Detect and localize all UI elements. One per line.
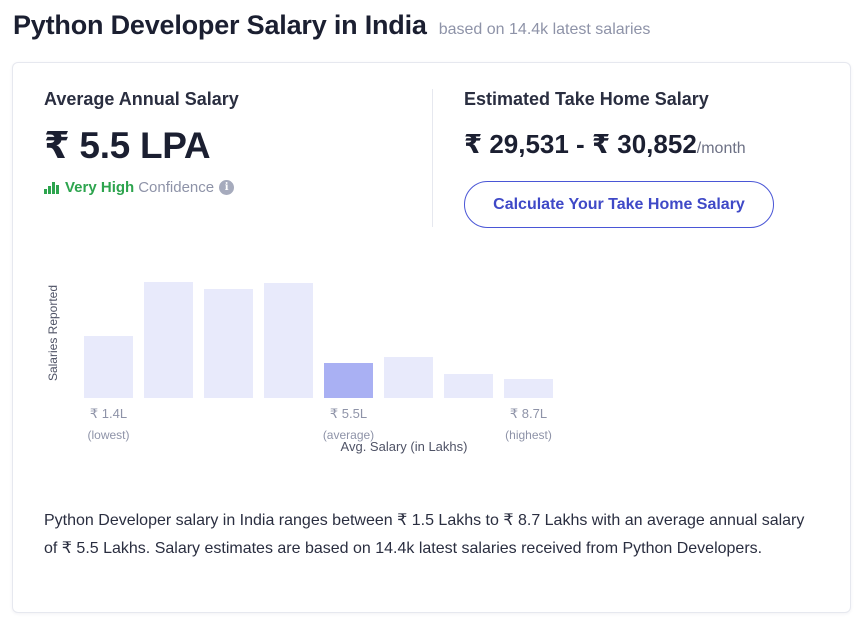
x-axis-label: Avg. Salary (in Lakhs) bbox=[341, 439, 468, 454]
page-title: Python Developer Salary in India bbox=[13, 10, 427, 40]
y-axis-label: Salaries Reported bbox=[46, 285, 60, 381]
info-icon[interactable]: i bbox=[219, 180, 235, 195]
salary-histogram: ₹ 1.4L (lowest) ₹ 5.5L (average) ₹ 8.7L (high… bbox=[46, 282, 553, 454]
bar-1 bbox=[144, 282, 193, 398]
column-divider bbox=[432, 89, 433, 227]
bar-0 bbox=[84, 336, 133, 398]
tick-value-0: ₹ 1.4L bbox=[90, 406, 127, 421]
calculate-take-home-button[interactable]: Calculate Your Take Home Salary bbox=[464, 181, 774, 228]
confidence-label: Confidence bbox=[138, 179, 215, 196]
salary-description: Python Developer salary in India ranges … bbox=[44, 512, 805, 557]
average-salary-value: ₹ 5.5 LPA bbox=[44, 125, 211, 166]
take-home-value: ₹ 29,531 - ₹ 30,852/month bbox=[464, 129, 844, 160]
salary-distribution-chart: ₹ 1.4L (lowest) ₹ 5.5L (average) ₹ 8.7L (high… bbox=[41, 259, 581, 469]
confidence-level: Very High bbox=[65, 179, 135, 196]
take-home-heading: Estimated Take Home Salary bbox=[464, 89, 709, 109]
take-home-section: Estimated Take Home Salary ₹ 29,531 - ₹ … bbox=[464, 89, 844, 228]
take-home-range: ₹ 29,531 - ₹ 30,852 bbox=[464, 129, 697, 159]
tick-note-2: (highest) bbox=[505, 428, 552, 442]
signal-bars-icon bbox=[44, 181, 60, 194]
tick-note-0: (lowest) bbox=[87, 428, 129, 442]
bar-2 bbox=[204, 289, 253, 398]
confidence-indicator: Very High Confidence i bbox=[44, 179, 404, 196]
take-home-unit: /month bbox=[696, 140, 746, 157]
tick-value-1: ₹ 5.5L bbox=[330, 406, 367, 421]
tick-value-2: ₹ 8.7L bbox=[510, 406, 547, 421]
bar-6 bbox=[444, 374, 493, 398]
bar-7 bbox=[504, 379, 553, 398]
bar-average bbox=[324, 363, 373, 398]
bar-5 bbox=[384, 357, 433, 398]
bar-3 bbox=[264, 283, 313, 398]
average-salary-section: Average Annual Salary ₹ 5.5 LPA Very Hig… bbox=[44, 89, 404, 196]
tick-note-1: (average) bbox=[323, 428, 374, 442]
page-subtitle: based on 14.4k latest salaries bbox=[438, 21, 651, 38]
average-salary-heading: Average Annual Salary bbox=[44, 89, 239, 109]
page-header: Python Developer Salary in India based o… bbox=[13, 10, 650, 41]
salary-card: Average Annual Salary ₹ 5.5 LPA Very Hig… bbox=[12, 62, 851, 613]
